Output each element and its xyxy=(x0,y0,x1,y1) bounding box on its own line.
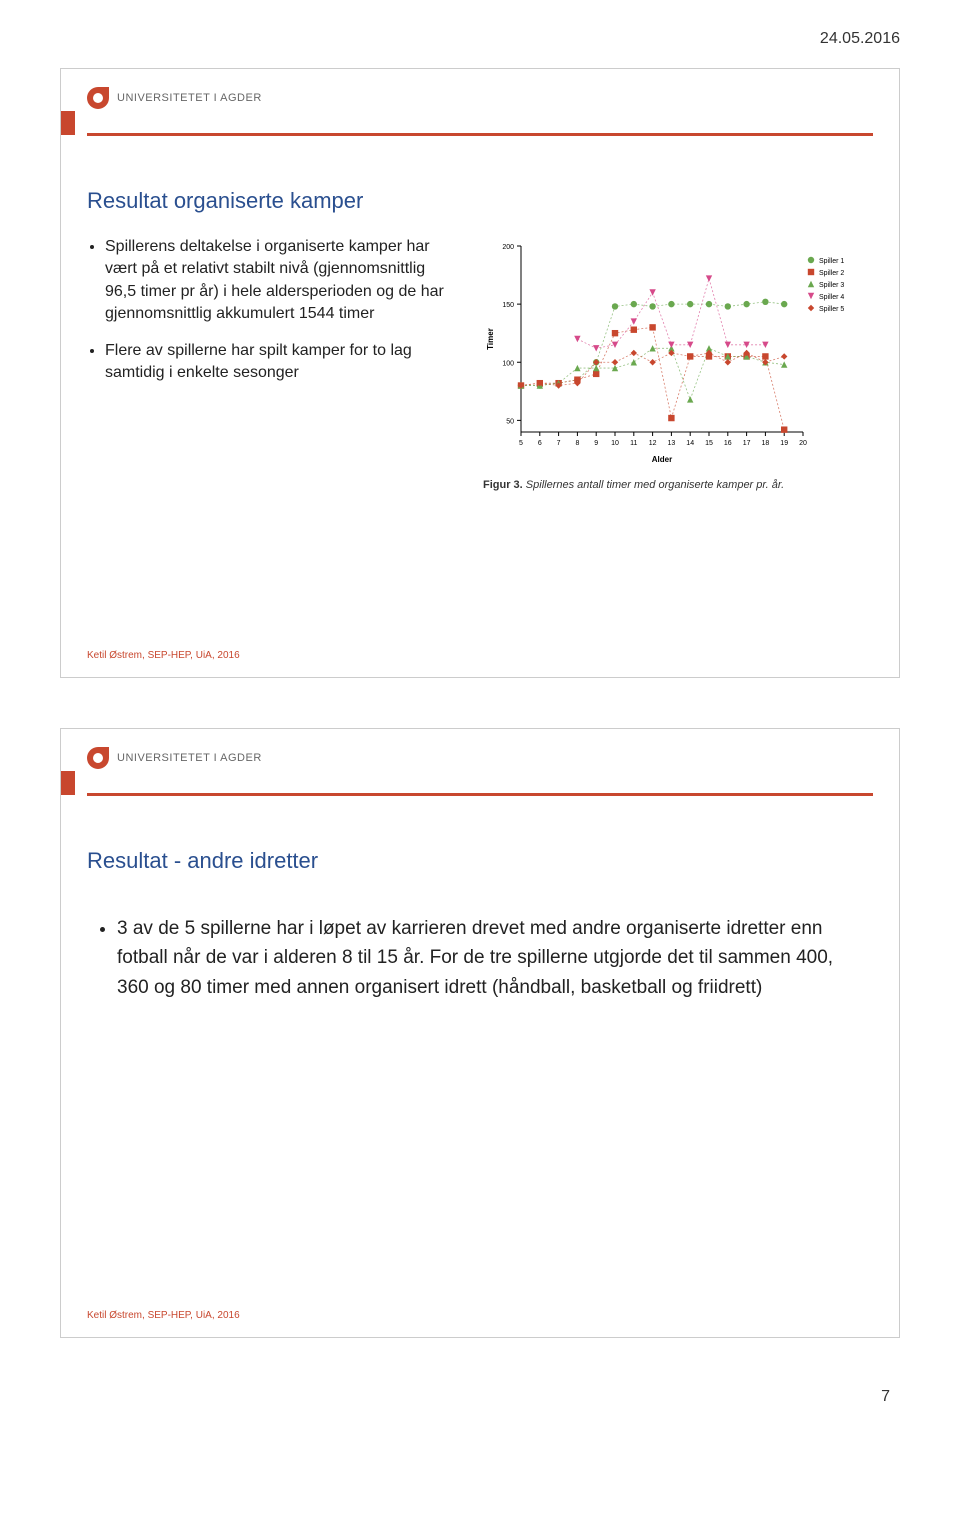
university-logo-icon xyxy=(87,747,109,769)
bullet-list: Spillerens deltakelse i organiserte kamp… xyxy=(87,236,463,398)
slide-header: UNIVERSITETET I AGDER xyxy=(87,747,873,775)
svg-text:16: 16 xyxy=(724,440,732,447)
svg-text:18: 18 xyxy=(762,440,770,447)
header-rule xyxy=(87,793,873,796)
page-number: 7 xyxy=(60,1388,900,1406)
footer-credit: Ketil Østrem, SEP-HEP, UiA, 2016 xyxy=(87,1310,240,1321)
svg-text:8: 8 xyxy=(575,440,579,447)
scatter-chart: 50 100 150 200 5 6 7 8 9 10 11 12 13 14 15 16 17 18 19 20 Al… xyxy=(483,236,873,466)
caption-text: Spillernes antall timer med organiserte … xyxy=(523,479,784,491)
svg-text:19: 19 xyxy=(780,440,788,447)
slide-title: Resultat - andre idretter xyxy=(87,848,873,874)
svg-text:11: 11 xyxy=(630,440,637,447)
university-name: UNIVERSITETET I AGDER xyxy=(117,92,262,104)
svg-text:9: 9 xyxy=(594,440,598,447)
svg-text:20: 20 xyxy=(799,440,807,447)
caption-label: Figur 3. xyxy=(483,479,523,491)
bullet-item: Flere av spillerne har spilt kamper for … xyxy=(105,340,457,385)
svg-text:17: 17 xyxy=(743,440,751,447)
svg-text:Spiller 3: Spiller 3 xyxy=(819,282,844,289)
svg-text:12: 12 xyxy=(649,440,657,447)
svg-text:Spiller 1: Spiller 1 xyxy=(819,258,844,265)
svg-text:6: 6 xyxy=(538,440,542,447)
svg-text:7: 7 xyxy=(557,440,561,447)
svg-text:13: 13 xyxy=(668,440,676,447)
svg-text:50: 50 xyxy=(506,418,514,425)
svg-text:14: 14 xyxy=(686,440,694,447)
svg-text:Spiller 4: Spiller 4 xyxy=(819,294,844,301)
header-rule xyxy=(87,133,873,136)
svg-text:Spiller 5: Spiller 5 xyxy=(819,306,844,313)
slide-title: Resultat organiserte kamper xyxy=(87,188,873,214)
svg-text:200: 200 xyxy=(502,244,514,251)
svg-text:100: 100 xyxy=(502,360,514,367)
bullet-item: Spillerens deltakelse i organiserte kamp… xyxy=(105,236,457,326)
accent-block xyxy=(61,771,75,795)
university-logo-icon xyxy=(87,87,109,109)
university-name: UNIVERSITETET I AGDER xyxy=(117,752,262,764)
slide-2: UNIVERSITETET I AGDER Resultat - andre i… xyxy=(60,728,900,1338)
svg-text:15: 15 xyxy=(705,440,713,447)
svg-text:10: 10 xyxy=(611,440,619,447)
svg-text:Spiller 2: Spiller 2 xyxy=(819,270,844,277)
bullet-list: 3 av de 5 spillerne har i løpet av karri… xyxy=(87,914,873,1002)
svg-text:5: 5 xyxy=(519,440,523,447)
bullet-item: 3 av de 5 spillerne har i løpet av karri… xyxy=(117,914,863,1002)
svg-text:Timer: Timer xyxy=(486,328,495,350)
accent-block xyxy=(61,111,75,135)
chart-caption: Figur 3. Spillernes antall timer med org… xyxy=(483,479,873,491)
svg-text:Alder: Alder xyxy=(652,455,672,464)
slide-header: UNIVERSITETET I AGDER xyxy=(87,87,873,115)
slide-1: UNIVERSITETET I AGDER Resultat organiser… xyxy=(60,68,900,678)
svg-text:150: 150 xyxy=(502,302,514,309)
page-date: 24.05.2016 xyxy=(60,30,900,48)
footer-credit: Ketil Østrem, SEP-HEP, UiA, 2016 xyxy=(87,650,240,661)
